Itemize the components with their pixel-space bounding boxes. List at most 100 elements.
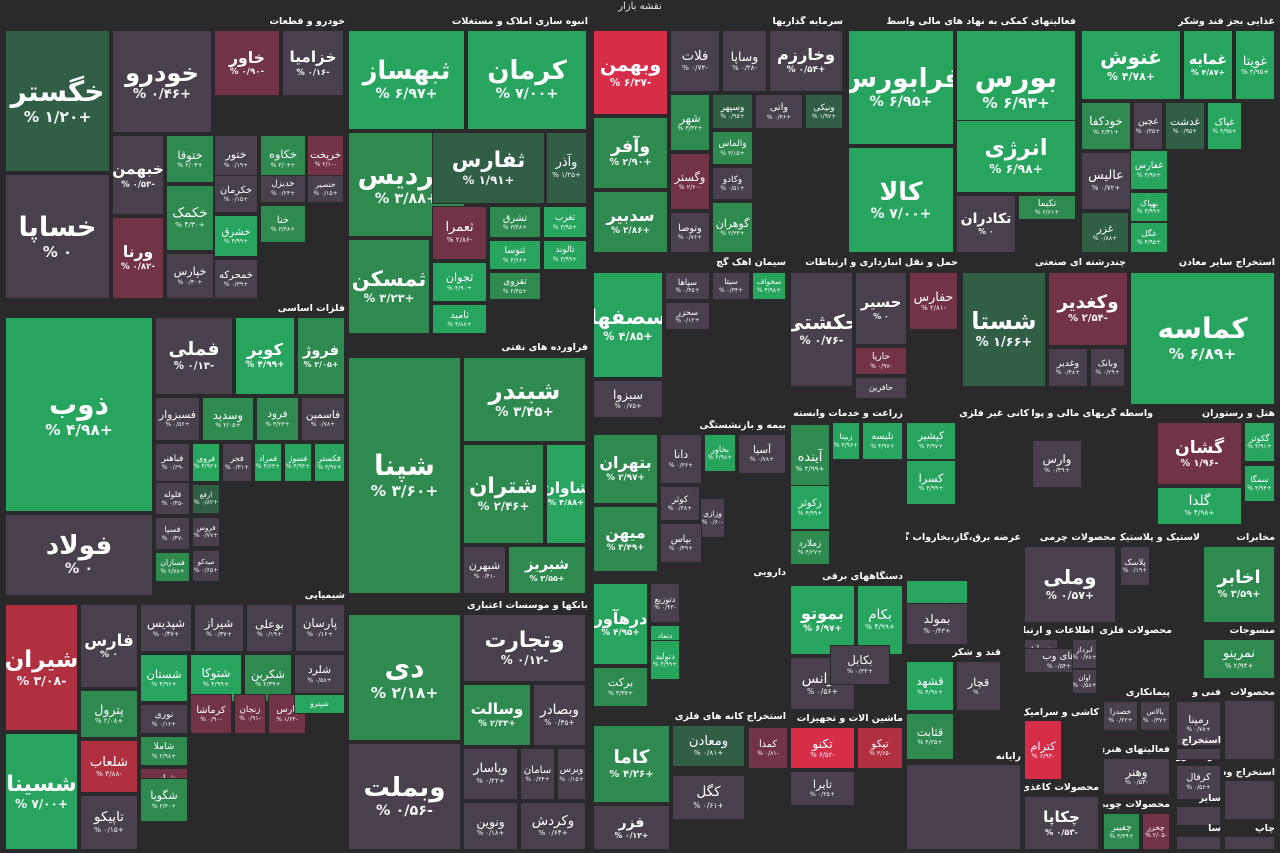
treemap-cell[interactable]: والماس +۳/۱۵ %	[712, 131, 753, 165]
treemap-cell[interactable]: وپاسار +۰/۲۲ %	[463, 748, 518, 800]
treemap-cell[interactable]: خکمک +۴/۳۰ %	[166, 185, 214, 251]
treemap-cell[interactable]: غزر +۰/۸۸ %	[1081, 212, 1129, 253]
treemap-cell[interactable]: خبهمن -۰/۵۳ %	[112, 135, 164, 215]
treemap-cell[interactable]: فملی -۰/۱۳ %	[155, 317, 233, 395]
treemap-cell[interactable]: خگستر +۱/۲۰ %	[5, 30, 110, 172]
treemap-cell[interactable]: ونیکی +۱/۹۷ %	[805, 94, 843, 129]
treemap-cell[interactable]: بهپاک +۴/۹۹ %	[1130, 192, 1168, 222]
treemap-cell[interactable]: کرفال +۰/۵۶ %	[1176, 765, 1221, 800]
treemap-cell[interactable]: غپاک +۴/۹۵ %	[1207, 102, 1242, 150]
treemap-cell[interactable]: وساپا -۰/۳۸ %	[722, 30, 767, 92]
treemap-cell[interactable]: آسیا +۰/۷۸ %	[738, 434, 786, 474]
treemap-cell[interactable]: کوثر +۰/۳۸ %	[660, 486, 700, 521]
treemap-cell[interactable]: خاور -۰/۹۰ %	[214, 30, 280, 96]
treemap-cell[interactable]: شهر +۳/۳۲ %	[670, 94, 710, 151]
treemap-cell[interactable]: میهن +۳/۴۹ %	[593, 506, 658, 572]
treemap-cell[interactable]: حکشتی-۰/۷۶ %	[790, 272, 853, 387]
treemap-cell[interactable]: شپنا +۳/۶۰ %	[348, 357, 461, 594]
treemap-cell[interactable]: غویتا +۴/۹۵ %	[1235, 30, 1275, 100]
treemap-cell[interactable]: فسبزوار +۰/۵۶ %	[155, 397, 200, 441]
treemap-cell[interactable]: وسپهر +۰/۹۵ %	[712, 94, 753, 129]
treemap-cell[interactable]: خنصیر +۰/۱۵ %	[307, 175, 344, 203]
treemap-cell[interactable]: خمحرکه +۰/۳۹ %	[214, 259, 258, 299]
treemap-cell[interactable]: سامان +۰/۳۴ %	[520, 748, 555, 800]
treemap-cell[interactable]: وملی +۰/۵۷ %	[1024, 546, 1116, 623]
treemap-cell[interactable]: ثبهساز +۶/۹۷ %	[348, 30, 465, 130]
treemap-cell[interactable]: رمپنا +۰/۷۸ %	[1176, 701, 1221, 746]
treemap-cell[interactable]: خپارس +۰/۳۰ %	[166, 253, 214, 299]
treemap-cell[interactable]: کرماشا -۰/۹۰ %	[190, 694, 232, 734]
treemap-cell[interactable]: شپترو	[294, 694, 345, 714]
treemap-cell[interactable]: ثشرق +۳/۴۸ %	[489, 206, 541, 238]
treemap-cell[interactable]: سیتا +۰/۳۴ %	[712, 272, 750, 300]
treemap-cell[interactable]: فسپا -۰/۴۷ %	[155, 517, 190, 550]
treemap-cell[interactable]: سپاها +۰/۴۵ %	[665, 272, 710, 300]
treemap-cell[interactable]: گکوثر +۴/۹۱ %	[1244, 422, 1275, 462]
treemap-cell[interactable]: سمگا +۴/۹۴ %	[1244, 465, 1275, 502]
treemap-cell[interactable]: بکام +۴/۹۹ %	[857, 585, 903, 655]
treemap-cell[interactable]: شاوان+۴/۸۸ %	[546, 444, 586, 544]
treemap-cell[interactable]: واتی +۰/۴۶ %	[755, 94, 803, 129]
treemap-cell[interactable]: کالا +۷/۰۰ %	[848, 147, 954, 253]
treemap-cell[interactable]: وکردش +۰/۶۴ %	[520, 802, 586, 850]
treemap-cell[interactable]: وبملت -۰/۵۶ %	[348, 743, 461, 850]
treemap-cell[interactable]: گوهران +۲/۳۳ %	[712, 202, 753, 253]
treemap-cell[interactable]: وبهمن -۶/۳۷ %	[593, 30, 668, 115]
treemap-cell[interactable]: حفارس -۲/۸۱ %	[909, 272, 958, 330]
treemap-cell[interactable]: شیران -۳/۰۸ %	[5, 604, 78, 731]
treemap-cell[interactable]: خکرمان +۰/۱۵ %	[214, 175, 258, 213]
treemap-cell[interactable]: وبانک +۰/۲۹ %	[1090, 348, 1125, 387]
treemap-cell[interactable]: ثالوند +۴/۹۹ %	[543, 240, 587, 270]
treemap-cell[interactable]: بوعلی +۰/۱۹ %	[246, 604, 293, 652]
treemap-cell[interactable]: وخارزم +۰/۵۴ %	[769, 30, 843, 92]
treemap-cell[interactable]: نوری +۰/۱۶ %	[140, 704, 188, 734]
treemap-cell[interactable]: نمرینو +۲/۹۴ %	[1203, 639, 1275, 679]
treemap-cell[interactable]: کپشیر +۴/۹۷ %	[906, 422, 956, 460]
treemap-cell[interactable]: سبزوا +۰/۷۵ %	[593, 380, 663, 418]
treemap-cell[interactable]: کگل +۰/۶۱ %	[672, 775, 745, 820]
treemap-cell[interactable]: خصدرا +۰/۲۲ %	[1103, 701, 1138, 731]
treemap-cell[interactable]: دی +۲/۱۸ %	[348, 614, 461, 741]
treemap-cell[interactable]: ثمسکن +۳/۲۳ %	[348, 239, 430, 334]
treemap-cell[interactable]: تکیما +۲/۶۱ %	[1018, 195, 1076, 220]
treemap-cell[interactable]: غچین +۰/۳۵ %	[1133, 102, 1163, 150]
treemap-cell[interactable]: گشان -۱/۹۶ %	[1157, 422, 1242, 485]
treemap-cell[interactable]: چکاپا -۰/۵۳ %	[1024, 796, 1099, 850]
treemap-cell[interactable]: وهنر -۰/۵۳ %	[1103, 758, 1170, 795]
treemap-cell[interactable]: دتولید +۴/۹۹ %	[650, 640, 680, 680]
treemap-cell[interactable]: فاسمین +۰/۷۸ %	[301, 397, 345, 441]
treemap-cell[interactable]: ثعمرا -۲/۸۶ %	[432, 206, 487, 260]
treemap-cell[interactable]: ثجوان +۴/۹۰ %	[432, 262, 487, 302]
treemap-cell[interactable]: فلات -۰/۷۴ %	[670, 30, 720, 92]
treemap-cell[interactable]: تایرا +۰/۲۵ %	[790, 771, 855, 806]
treemap-cell[interactable]: ورنا -۰/۸۲ %	[112, 217, 164, 299]
treemap-cell[interactable]: کترام -۶/۹۳ %	[1024, 720, 1062, 780]
treemap-cell[interactable]: ونوین +۰/۱۸ %	[463, 802, 518, 850]
treemap-cell[interactable]: کماسه +۶/۸۹ %	[1130, 272, 1275, 405]
treemap-cell[interactable]: فمراد +۴/۶۳ %	[254, 443, 282, 482]
treemap-cell[interactable]: تلیسه +۴/۹۷ %	[862, 422, 903, 460]
treemap-cell[interactable]: فجر +۰/۳۱ %	[222, 443, 252, 482]
treemap-cell[interactable]: خدیزل +۰/۲۳ %	[260, 175, 306, 203]
treemap-cell[interactable]: وبرس +۰/۱۵ %	[557, 748, 586, 800]
treemap-cell[interactable]: بموتو +۶/۹۷ %	[790, 585, 855, 655]
treemap-cell[interactable]: وآذر +۱/۲۵ %	[546, 132, 587, 204]
treemap-cell[interactable]: چفیبر +۳/۴۹ %	[1103, 813, 1140, 850]
treemap-cell[interactable]: کرمان +۷/۰۰ %	[467, 30, 587, 130]
treemap-cell[interactable]: فکستر +۴/۹۷ %	[314, 443, 345, 482]
treemap-cell[interactable]: ثتوسا +۴/۶۶ %	[489, 240, 541, 270]
treemap-cell[interactable]: میدکو +۰/۶۵ %	[192, 550, 220, 582]
treemap-cell[interactable]: ارفع +۰/۸۲ %	[192, 484, 220, 514]
treemap-cell[interactable]: وزازی -۰/۶۰ %	[700, 498, 725, 538]
treemap-cell[interactable]: قچار ۰ %	[956, 661, 1001, 711]
treemap-cell[interactable]: قشهد +۴/۹۸ %	[906, 661, 954, 711]
treemap-cell[interactable]: فسازان +۲/۷۸ %	[155, 552, 190, 582]
treemap-cell[interactable]: وگستر -۲/۶۰ %	[670, 153, 710, 210]
treemap-cell[interactable]: گلدا +۴/۹۸ %	[1157, 487, 1242, 525]
treemap-cell[interactable]: دانا +۰/۳۶ %	[660, 434, 702, 484]
treemap-cell[interactable]: قثابت +۴/۲۵ %	[906, 713, 954, 760]
treemap-cell[interactable]: حاریا -۰/۹۷ %	[855, 347, 907, 375]
treemap-cell[interactable]: چخزر -۲/۰۵ %	[1142, 813, 1170, 850]
treemap-cell[interactable]: فباهنر -۰/۶۹ %	[155, 443, 190, 482]
treemap-cell[interactable]: عالیس +۰/۷۲ %	[1081, 152, 1131, 210]
